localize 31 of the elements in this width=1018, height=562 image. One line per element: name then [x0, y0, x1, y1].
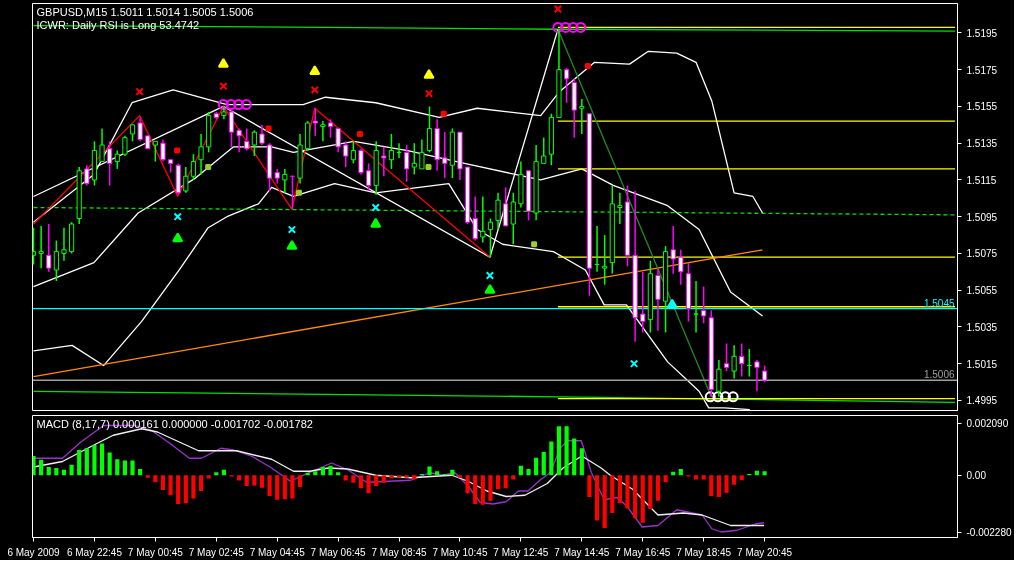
y-tick-label: 1.5075: [966, 248, 998, 260]
x-tick-label: 7 May 10:45: [432, 546, 488, 558]
y-tick-label: 1.5135: [966, 138, 998, 150]
y-tick-label: 1.5055: [966, 285, 998, 297]
x-tick-label: 7 May 20:45: [737, 546, 793, 558]
x-tick-label: 7 May 06:45: [310, 546, 367, 558]
x-tick-label: 7 May 00:45: [127, 546, 184, 558]
x-tick-label: 7 May 14:45: [554, 546, 610, 558]
y-tick-label: 1.5035: [966, 321, 998, 333]
y-tick-label: 1.5175: [966, 64, 998, 76]
x-tick-label: 7 May 04:45: [249, 546, 306, 558]
ref-line-label: 1.5006: [923, 369, 955, 381]
x-tick-label: 7 May 02:45: [188, 546, 245, 558]
x-tick-label: 7 May 16:45: [615, 546, 671, 558]
y-tick-label: 1.5195: [966, 27, 998, 39]
y-tick-label: 0.002090: [966, 418, 1009, 429]
y-tick-label: 1.5095: [966, 211, 998, 223]
ref-line-label: 1.5045: [923, 297, 955, 309]
x-tick-label: 7 May 12:45: [493, 546, 549, 558]
y-tick-label: -0.002280: [966, 527, 1012, 539]
x-tick-label: 7 May 18:45: [676, 546, 732, 558]
y-tick-label: 1.5155: [966, 101, 998, 113]
y-tick-label: 1.4995: [966, 395, 998, 407]
x-tick-label: 6 May 2009: [7, 546, 61, 558]
y-tick-label: 0.00: [966, 470, 987, 482]
x-tick-label: 6 May 22:45: [66, 546, 123, 558]
x-tick-label: 7 May 08:45: [371, 546, 427, 558]
chart-title: GBPUSD,M15 1.5011 1.5014 1.5005 1.5006: [36, 5, 254, 18]
y-tick-label: 1.5015: [966, 358, 998, 370]
y-tick-label: 1.5115: [966, 174, 997, 186]
chart-title: MACD (8,17,7) 0.000161 0.000000 -0.001702 -0.001782: [36, 417, 313, 430]
